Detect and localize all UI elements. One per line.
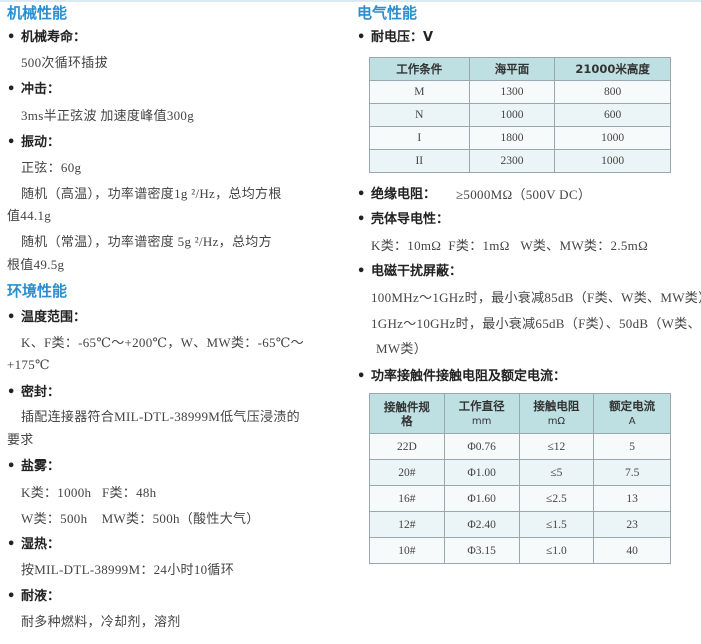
- header-line: 格: [401, 413, 413, 428]
- table-cell: M: [369, 80, 470, 104]
- humidity-text: 按MIL-DTL-38999M：24小时10循环: [21, 562, 235, 577]
- header-unit: mm: [471, 415, 492, 427]
- salt-spray-label: 盐雾：: [7, 458, 60, 476]
- header-cell: 海平面: [468, 57, 556, 81]
- mechanical-life-text: 500次循环插拔: [21, 55, 108, 70]
- table-cell: 16#: [369, 485, 445, 512]
- table-cell: ≤1.5: [518, 511, 595, 538]
- table-cell: 7.5: [593, 459, 671, 486]
- vibration-high-temp: 随机（高温），功率谱密度1g ²/Hz，总均方根: [21, 186, 282, 201]
- emi-shielding-line1: 100MHz～1GHz时，最小衰减85dB（F类、W类、MW类）: [371, 290, 701, 305]
- table-cell: 20#: [369, 459, 445, 486]
- table-cell: ≤5: [518, 459, 595, 486]
- table-cell: 12#: [369, 511, 445, 538]
- mechanical-life-label: 机械寿命：: [7, 29, 86, 47]
- shock-label: 冲击：: [7, 81, 60, 99]
- vibration-room-temp-cont: 根值49.5g: [7, 257, 65, 272]
- humidity-label: 湿热：: [7, 536, 60, 554]
- fluid-label: 耐液：: [7, 588, 60, 606]
- vibration-sine: 正弦：60g: [21, 160, 82, 175]
- header-unit: mΩ: [547, 415, 566, 427]
- table-row: 22D Φ0.76 ≤12 5: [369, 433, 671, 460]
- table-row: 12# Φ2.40 ≤1.5 23: [369, 511, 671, 538]
- table-cell: 23: [593, 511, 671, 538]
- table-cell: 40: [593, 537, 671, 564]
- table-cell: 13: [593, 485, 671, 512]
- section-title-electrical: 电气性能: [357, 4, 418, 22]
- header-cell: 接触件规格: [369, 393, 445, 434]
- vibration-room-temp: 随机（常温），功率谱密度 5g ²/Hz，总均方: [21, 234, 272, 249]
- contact-table: 接触件规格 工作直径 mm 接触电阻 mΩ 额定电流 A 22D Φ0.76 ≤12 5 2…: [369, 393, 671, 564]
- table-cell: 10#: [369, 537, 445, 564]
- shock-text: 3ms半正弦波 加速度峰值300g: [21, 108, 195, 123]
- table-row: I 1800 1000: [369, 126, 671, 150]
- table-cell: ≤1.0: [518, 537, 595, 564]
- top-divider: [0, 0, 701, 2]
- table-cell: 22D: [369, 433, 445, 460]
- fluid-text: 耐多种燃料，冷却剂，溶剂: [21, 614, 181, 629]
- table-cell: 1000: [554, 126, 671, 150]
- table-header-row: 接触件规格 工作直径 mm 接触电阻 mΩ 额定电流 A: [369, 393, 671, 434]
- table-cell: Φ1.60: [443, 485, 520, 512]
- header-line: 接触件规: [383, 399, 430, 414]
- header-cell: 额定电流 A: [593, 393, 671, 434]
- header-line: 工作直径: [458, 398, 505, 413]
- table-row: II 2300 1000: [369, 149, 671, 173]
- header-line: 接触电阻: [533, 398, 580, 413]
- temperature-label: 温度范围：: [7, 309, 86, 327]
- table-cell: Φ3.15: [443, 537, 520, 564]
- table-cell: II: [369, 149, 470, 173]
- table-cell: 1300: [468, 80, 556, 104]
- header-unit: A: [628, 415, 636, 427]
- emi-shielding-line2: 1GHz～10GHz时，最小衰减65dB（F类）、50dB（W类、: [371, 316, 701, 331]
- table-cell: Φ1.00: [443, 459, 520, 486]
- shell-conductivity-text: K类：10mΩ F类：1mΩ W类、MW类：2.5mΩ: [371, 238, 649, 253]
- vibration-label: 振动：: [7, 134, 60, 152]
- table-header-row: 工作条件 海平面 21000米高度: [369, 57, 671, 81]
- table-cell: 1000: [554, 149, 671, 173]
- section-title-environmental: 环境性能: [7, 282, 68, 300]
- vibration-high-temp-cont: 值44.1g: [7, 208, 52, 223]
- table-cell: 1000: [468, 103, 556, 127]
- table-cell: 600: [554, 103, 671, 127]
- emi-shielding-label: 电磁干扰屏蔽：: [357, 263, 462, 281]
- header-cell: 工作条件: [369, 57, 470, 81]
- table-cell: 2300: [468, 149, 556, 173]
- table-cell: 800: [554, 80, 671, 104]
- table-row: 16# Φ1.60 ≤2.5 13: [369, 485, 671, 512]
- table-cell: Φ2.40: [443, 511, 520, 538]
- table-cell: ≤12: [518, 433, 595, 460]
- salt-spray-wmw: W类：500h MW类：500h（酸性大气）: [21, 511, 260, 526]
- table-cell: 5: [593, 433, 671, 460]
- table-cell: Φ0.76: [443, 433, 520, 460]
- header-cell: 工作直径 mm: [443, 393, 520, 434]
- table-cell: 1800: [468, 126, 556, 150]
- insulation-text: ≥5000MΩ（500V DC）: [456, 187, 592, 202]
- section-title-mechanical: 机械性能: [7, 4, 68, 22]
- seal-text: 插配连接器符合MIL-DTL-38999M低气压浸渍的: [21, 409, 300, 424]
- table-cell: I: [369, 126, 470, 150]
- voltage-label: 耐电压：V: [357, 29, 433, 47]
- table-row: M 1300 800: [369, 80, 671, 104]
- table-cell: N: [369, 103, 470, 127]
- temperature-text-cont: +175℃: [7, 357, 50, 372]
- salt-spray-kf: K类：1000h F类：48h: [21, 485, 157, 500]
- temperature-text: K、F类：-65℃～+200℃，W、MW类：-65℃～: [21, 335, 304, 350]
- insulation-label: 绝缘电阻：: [357, 186, 436, 204]
- seal-label: 密封：: [7, 384, 60, 402]
- seal-text-cont: 要求: [7, 432, 34, 447]
- header-line: 额定电流: [609, 398, 656, 413]
- header-cell: 21000米高度: [554, 57, 671, 81]
- contact-resistance-label: 功率接触件接触电阻及额定电流：: [357, 368, 566, 386]
- table-cell: ≤2.5: [518, 485, 595, 512]
- shell-conductivity-label: 壳体导电性：: [357, 211, 449, 229]
- emi-shielding-line3: MW类）: [376, 341, 428, 356]
- table-row: 10# Φ3.15 ≤1.0 40: [369, 537, 671, 564]
- table-row: 20# Φ1.00 ≤5 7.5: [369, 459, 671, 486]
- voltage-table: 工作条件 海平面 21000米高度 M 1300 800 N 1000 600 I 180…: [369, 57, 671, 173]
- header-cell: 接触电阻 mΩ: [518, 393, 595, 434]
- table-row: N 1000 600: [369, 103, 671, 127]
